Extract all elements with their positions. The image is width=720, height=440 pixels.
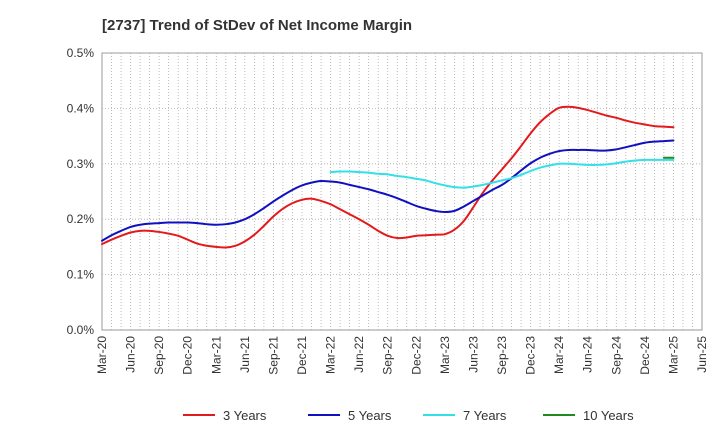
x-tick-label: Jun-20 [124,336,138,373]
x-tick-label: Jun-25 [695,336,709,373]
x-tick-label: Mar-24 [552,336,566,374]
x-tick-label: Mar-21 [209,336,223,374]
y-tick-label: 0.5% [67,46,95,60]
y-tick-label: 0.1% [67,268,95,282]
series-line-3-years [101,105,675,249]
x-tick-label: Dec-21 [295,336,309,375]
chart-title: [2737] Trend of StDev of Net Income Marg… [102,17,412,34]
legend-label-3-years: 3 Years [223,408,267,423]
legend-label-5-years: 5 Years [348,408,392,423]
x-tick-label: Jun-22 [352,336,366,373]
x-tick-label: Dec-22 [409,336,423,375]
x-tick-label: Dec-24 [638,336,652,375]
x-tick-label: Mar-22 [324,336,338,374]
series-line-5-years [101,139,675,242]
y-tick-label: 0.0% [67,323,95,337]
x-tick-label: Dec-20 [181,336,195,375]
x-axis: Mar-20 Jun-20 Sep-20 Dec-20 Mar-21 Jun-21 Sep-… [95,336,709,375]
x-tick-label: Mar-20 [95,336,109,374]
x-tick-label: Jun-21 [238,336,252,373]
series-line-7-years [329,158,675,189]
legend-label-10-years: 10 Years [583,408,634,423]
series-lines [101,105,675,249]
y-tick-label: 0.2% [67,212,95,226]
y-axis: 0.0% 0.1% 0.2% 0.3% 0.4% 0.5% [67,46,95,337]
y-tick-label: 0.3% [67,157,95,171]
x-tick-label: Mar-23 [438,336,452,374]
legend: 3 Years 5 Years 7 Years 10 Years [183,408,634,423]
y-tick-label: 0.4% [67,101,95,115]
x-tick-label: Jun-23 [466,336,480,373]
legend-label-7-years: 7 Years [463,408,507,423]
x-tick-label: Sep-21 [266,336,280,375]
x-tick-label: Jun-24 [581,336,595,373]
x-tick-label: Sep-23 [495,336,509,375]
x-tick-label: Sep-20 [152,336,166,375]
x-tick-label: Dec-23 [524,336,538,375]
plot-frame [101,52,703,331]
x-tick-label: Sep-24 [609,336,623,375]
x-tick-label: Mar-25 [666,336,680,374]
x-tick-label: Sep-22 [381,336,395,375]
grid [101,52,703,331]
